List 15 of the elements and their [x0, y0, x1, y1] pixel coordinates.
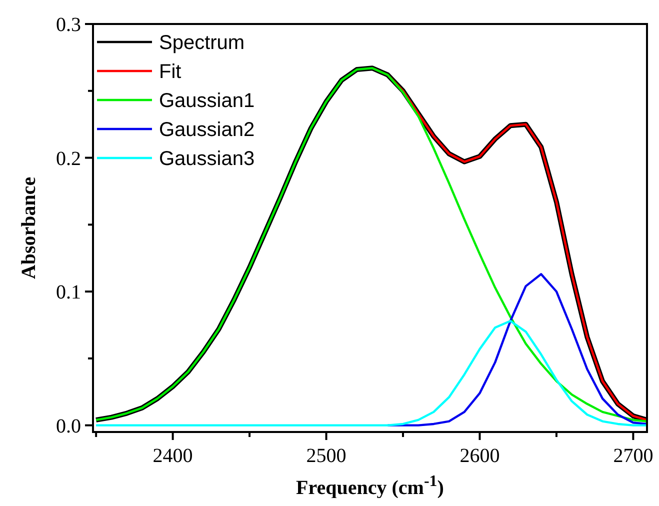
legend-label: Gaussian1: [159, 90, 255, 112]
y-tick-label: 0.1: [56, 282, 81, 304]
x-tick-label: 2600: [460, 445, 500, 467]
legend-label: Fit: [159, 61, 182, 83]
legend-label: Gaussian2: [159, 119, 255, 141]
x-tick-label: 2700: [613, 445, 654, 467]
y-axis-title: Absorbance: [18, 176, 40, 280]
legend-label: Spectrum: [159, 32, 245, 54]
y-tick-label: 0.2: [56, 148, 81, 170]
x-tick-label: 2400: [152, 445, 193, 467]
x-axis-title: Frequency (cm$^{-1}$): [296, 472, 444, 499]
y-tick-label: 0.0: [56, 415, 81, 438]
y-tick-label: 0.3: [56, 14, 81, 36]
x-tick-label: 2500: [306, 445, 346, 467]
legend-label: Gaussian3: [159, 148, 255, 170]
